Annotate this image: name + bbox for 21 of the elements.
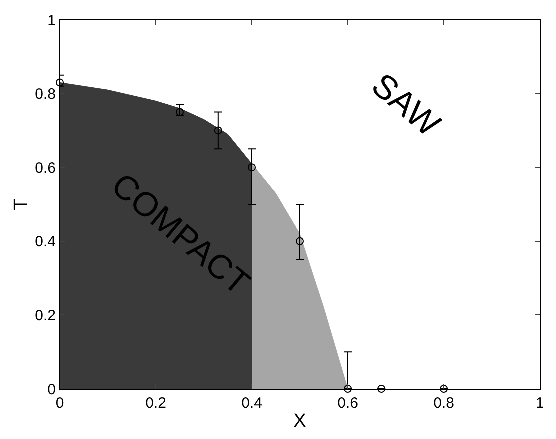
y-tick-label: 0.4 <box>35 234 56 251</box>
point <box>56 78 64 87</box>
x-tick-label: 0.8 <box>434 395 454 412</box>
point <box>296 237 304 246</box>
y-tick-label: 0.8 <box>35 86 56 104</box>
point <box>378 385 386 393</box>
x-tick-label: 1 <box>536 395 544 412</box>
y-tick-label: 1 <box>48 12 56 30</box>
point <box>176 108 184 116</box>
x-tick-label: 0.6 <box>338 395 358 412</box>
point <box>344 385 352 393</box>
y-tick-label: 0 <box>48 381 56 398</box>
point <box>248 164 256 172</box>
x-tick-label: 0.4 <box>242 395 262 412</box>
x-axis-title: X <box>294 410 307 432</box>
point <box>440 385 448 393</box>
y-tick-label: 0.6 <box>35 160 56 177</box>
x-tick-label: 0.2 <box>146 395 166 412</box>
y-tick-label: 0.2 <box>35 307 56 324</box>
y-axis-title: T <box>10 198 32 210</box>
point <box>214 126 222 135</box>
